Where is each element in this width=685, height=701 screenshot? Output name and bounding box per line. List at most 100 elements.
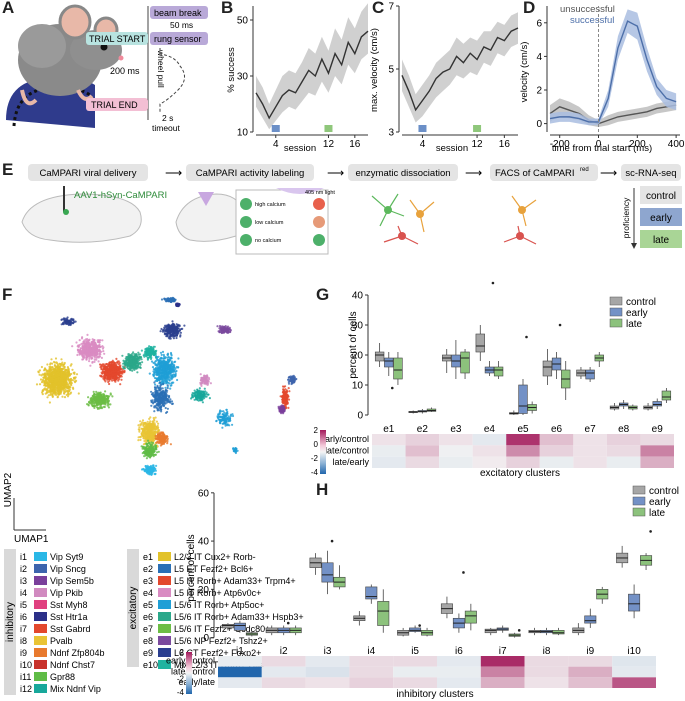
neuron-icon <box>240 234 252 246</box>
panel-d-trial-velocity-chart: velocity (cm/s) time from trial start (m… <box>519 4 685 154</box>
umap-cell-point <box>64 382 67 385</box>
umap-cell-point <box>108 395 111 398</box>
umap-cell-point <box>117 366 120 369</box>
umap-cell-point <box>159 402 162 405</box>
umap-cell-point <box>157 363 161 367</box>
y-tick-label: 50 <box>237 16 249 27</box>
umap-cell-point <box>104 390 107 393</box>
rung-sensor-label: rung sensor <box>154 34 202 44</box>
umap-cell-point <box>155 386 158 389</box>
umap-cell-point <box>146 429 149 432</box>
umap-cell-point <box>175 334 178 337</box>
panel-f-umap: UMAP2 UMAP1 <box>3 296 298 545</box>
umap-cell-point <box>56 362 59 365</box>
umap-cell-point <box>48 375 51 378</box>
umap-cell-point <box>121 354 124 357</box>
umap-cell-point <box>161 387 164 390</box>
umap-cell-point <box>44 373 47 376</box>
umap-cell-point <box>60 358 63 361</box>
umap-cell-point <box>159 330 162 333</box>
umap-cell-point <box>173 373 177 376</box>
umap-cell-point <box>169 398 172 401</box>
umap-cell-point <box>145 457 148 460</box>
umap-cell-point <box>57 367 60 370</box>
umap-cell-point <box>166 410 169 414</box>
umap-cell-point <box>141 361 144 364</box>
umap-cell-point <box>123 369 126 373</box>
umap-cell-point <box>100 356 103 359</box>
umap-cell-point <box>69 378 72 381</box>
umap-cell-point <box>57 391 60 395</box>
umap-cell-point <box>99 374 102 377</box>
umap-cell-point <box>166 407 169 410</box>
umap-cell-point <box>63 391 66 394</box>
umap-cell-point <box>97 355 100 358</box>
umap-cell-point <box>168 400 171 404</box>
umap-cell-point <box>102 350 105 353</box>
umap-cell-point <box>92 349 95 352</box>
umap-cell-point <box>95 390 98 393</box>
umap-cell-point <box>44 392 47 395</box>
umap-cell-point <box>45 381 48 384</box>
umap-cell-point <box>142 446 145 449</box>
umap-cell-point <box>102 346 105 349</box>
umap-cell-point <box>147 346 150 350</box>
neuron-icon <box>240 198 252 210</box>
umap-cell-point <box>56 369 59 372</box>
umap-cell-point <box>193 389 196 392</box>
umap-cell-point <box>142 436 145 440</box>
umap-cell-point <box>112 370 115 373</box>
y-tick-label: 4 <box>536 52 542 63</box>
umap-cell-point <box>139 420 142 423</box>
umap-cell-point <box>179 334 182 337</box>
umap-cell-point <box>197 397 200 400</box>
umap-cell-point <box>156 402 159 405</box>
umap-cell-point <box>113 373 116 376</box>
umap-cell-point <box>98 352 101 356</box>
umap-cell-point <box>177 357 180 360</box>
umap-cell-point <box>49 365 52 368</box>
umap-cell-point <box>164 399 167 402</box>
umap-cell-point <box>126 361 129 364</box>
umap-cell-point <box>86 333 89 336</box>
step-scrnaseq-label: sc-RNA-seq <box>625 168 676 179</box>
neuron-icon <box>313 234 325 246</box>
arrow-icon: ⟶ <box>600 166 617 180</box>
neuron-icon <box>313 216 325 228</box>
umap-cell-point <box>41 393 44 396</box>
umap-cell-point <box>138 430 141 433</box>
umap-cell-point <box>203 374 206 377</box>
umap-cell-point <box>96 401 99 404</box>
umap-cell-point <box>65 384 69 387</box>
umap-cell-point <box>86 347 89 350</box>
umap-cell-point <box>168 382 171 385</box>
umap-cell-point <box>35 383 39 386</box>
umap-cell-point <box>67 374 70 377</box>
umap-cell-point <box>44 368 47 371</box>
umap-cell-point <box>67 323 70 327</box>
umap-cell-point <box>154 356 158 359</box>
umap-cell-point <box>141 429 145 433</box>
umap-cell-point <box>119 383 122 386</box>
y-tick-label: 3 <box>388 128 394 139</box>
umap-cell-point <box>68 385 71 388</box>
umap-cell-point <box>103 400 106 403</box>
session-marker <box>271 125 280 132</box>
umap-cell-point <box>108 378 112 381</box>
umap-cell-point <box>75 379 78 382</box>
umap-cell-point <box>165 382 168 385</box>
umap-cell-point <box>124 357 127 360</box>
confidence-band <box>402 12 518 123</box>
umap-cell-point <box>94 404 97 408</box>
umap-cell-point <box>93 339 96 342</box>
umap-cell-point <box>53 383 56 387</box>
arrow-icon: ⟶ <box>465 166 482 180</box>
umap-cell-point <box>181 327 184 330</box>
wheel-pull-label: wheel pull <box>156 49 166 88</box>
umap-cell-point <box>170 369 173 372</box>
umap-cell-point <box>122 359 125 362</box>
umap-cell-point <box>152 416 155 420</box>
umap-cell-point <box>196 389 199 392</box>
mean-line <box>549 104 677 125</box>
umap-cell-point <box>227 328 230 331</box>
